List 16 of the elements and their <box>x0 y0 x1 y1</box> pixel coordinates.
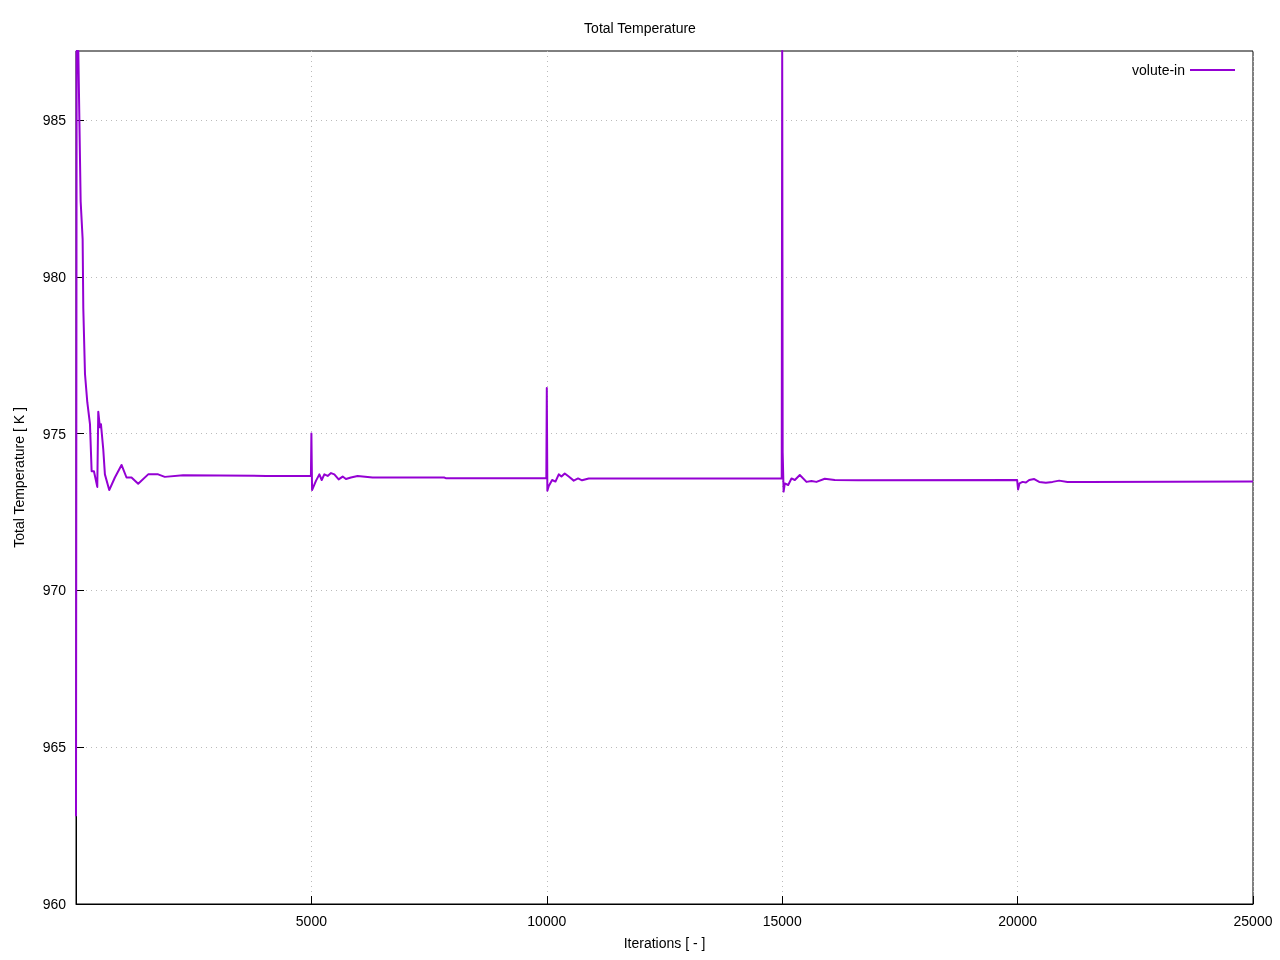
y-tick-label: 985 <box>42 111 67 128</box>
y-tick-label: 965 <box>42 739 67 756</box>
legend-label: volute-in <box>1132 62 1185 78</box>
y-tick-label: 970 <box>42 582 67 599</box>
x-tick-label: 15000 <box>762 913 802 929</box>
x-tick-label: 20000 <box>998 913 1038 929</box>
x-tick-label: 25000 <box>1233 913 1273 929</box>
x-tick-label: 5000 <box>295 913 328 929</box>
y-tick-label: 960 <box>42 896 67 912</box>
x-tick-label: 10000 <box>527 913 567 929</box>
y-tick-label: 980 <box>42 268 67 285</box>
y-axis-title: Total Temperature [ K ] <box>11 407 27 548</box>
y-tick-label: 975 <box>42 425 67 442</box>
line-series <box>75 50 1254 818</box>
x-axis-title: Iterations [ - ] <box>623 935 706 951</box>
chart-title: Total Temperature <box>584 20 697 36</box>
